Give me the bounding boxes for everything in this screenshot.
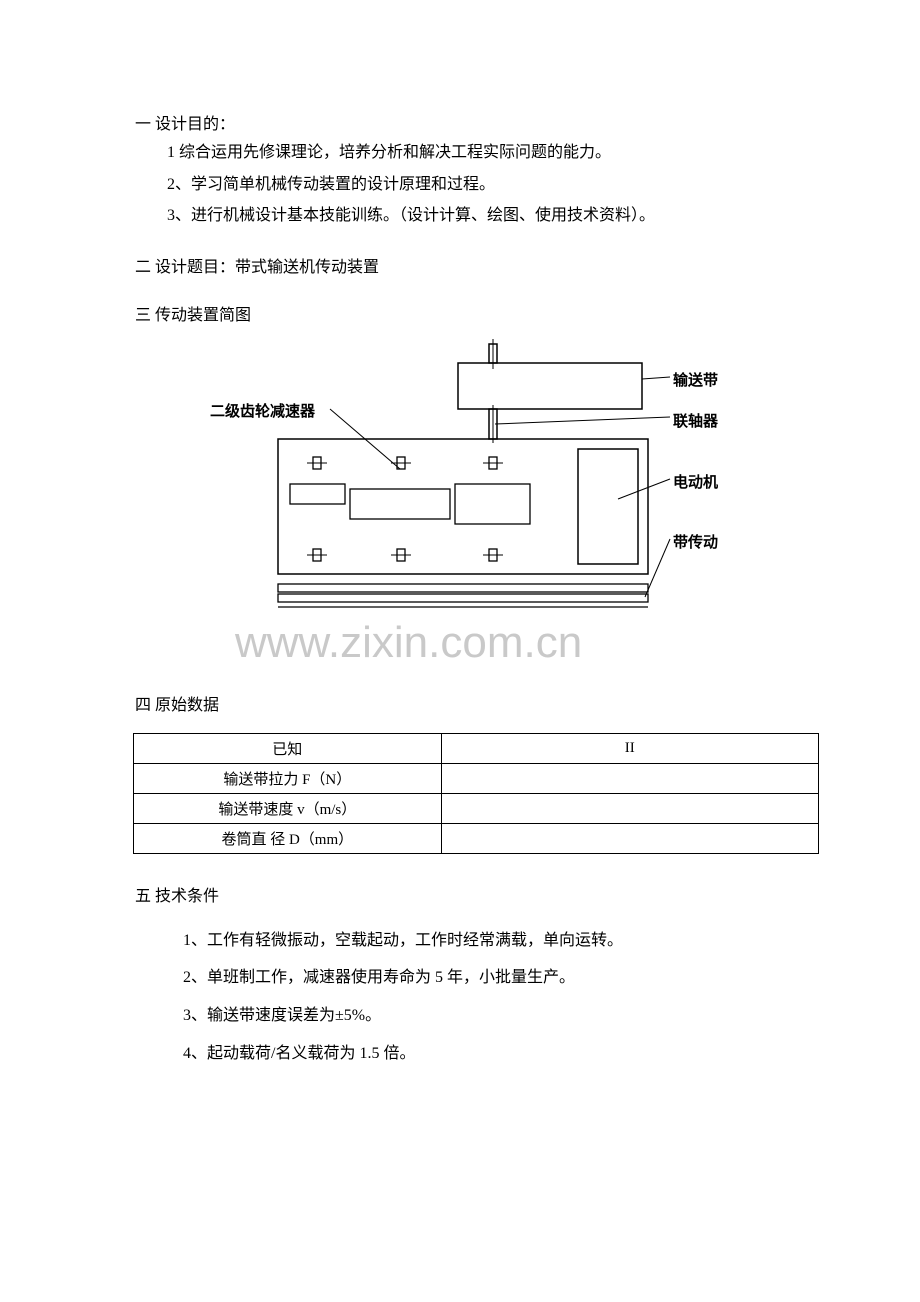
section5-heading: 五 技术条件 [135,882,790,906]
section1-heading: 一 设计目的： [135,110,790,134]
section4-heading: 四 原始数据 [135,691,790,715]
section3-heading: 三 传动装置简图 [135,301,790,325]
table-cell-row3-value [441,823,818,853]
table-header-right: II [441,733,818,763]
transmission-diagram: 二级齿轮减速器 输送带 联轴器 电动机 带传动 [195,339,855,649]
table-cell-row1-value [441,763,818,793]
table-row: 卷筒直 径 D（mm） [134,823,819,853]
label-gear-reducer: 二级齿轮减速器 [210,400,315,421]
table-row: 已知 II [134,733,819,763]
label-coupling: 联轴器 [673,410,718,431]
tech-item-4: 4、起动载荷/名义载荷为 1.5 倍。 [135,1041,790,1067]
label-belt-drive: 带传动 [673,531,718,552]
table-header-left: 已知 [134,733,442,763]
watermark-text: www.zixin.com.cn [235,618,582,668]
section1-item1: 1 综合运用先修课理论，培养分析和解决工程实际问题的能力。 [135,140,790,166]
raw-data-table: 已知 II 输送带拉力 F（N） 输送带速度 v（m/s） 卷筒直 径 D（mm… [133,733,819,854]
diagram-svg [195,339,855,649]
table-cell-row1-label: 输送带拉力 F（N） [134,763,442,793]
label-conveyor-belt: 输送带 [673,369,718,390]
section1-item2: 2、学习简单机械传动装置的设计原理和过程。 [135,172,790,198]
label-motor: 电动机 [673,471,718,492]
table-row: 输送带拉力 F（N） [134,763,819,793]
section1-item3: 3、进行机械设计基本技能训练。（设计计算、绘图、使用技术资料）。 [135,203,790,229]
table-cell-row3-label: 卷筒直 径 D（mm） [134,823,442,853]
tech-item-1: 1、工作有轻微振动，空载起动，工作时经常满载，单向运转。 [135,928,790,954]
table-cell-row2-label: 输送带速度 v（m/s） [134,793,442,823]
table-cell-row2-value [441,793,818,823]
tech-item-3: 3、输送带速度误差为±5%。 [135,1003,790,1029]
section2-heading: 二 设计题目：带式输送机传动装置 [135,253,790,277]
tech-item-2: 2、单班制工作，减速器使用寿命为 5 年，小批量生产。 [135,965,790,991]
table-row: 输送带速度 v（m/s） [134,793,819,823]
